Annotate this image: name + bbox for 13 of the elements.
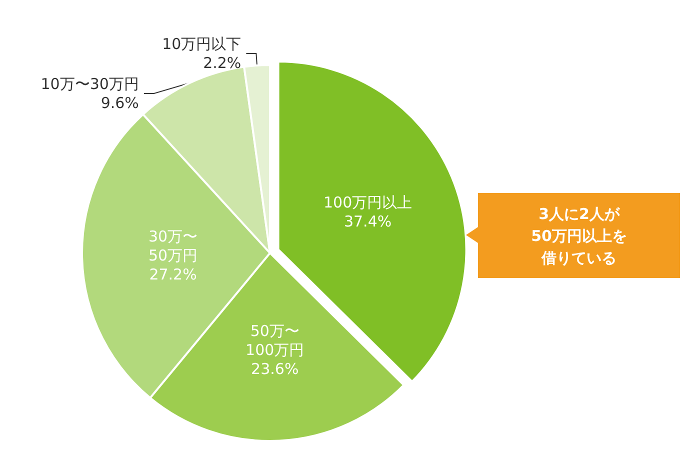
text: 3人に2人が xyxy=(538,204,620,224)
data-label: 2.2% xyxy=(203,54,242,72)
data-label: 27.2% xyxy=(149,265,197,284)
slice-label: 10万〜30万円 xyxy=(40,74,139,93)
slice-label: 50万〜100万円 xyxy=(246,322,304,359)
text: 借りている xyxy=(542,248,616,268)
slice-label: 10万円以下 xyxy=(162,34,242,53)
data-label: 9.6% xyxy=(100,94,139,112)
data-label: 37.4% xyxy=(344,212,392,231)
text: 50万円以上を xyxy=(531,226,627,246)
slice-label: 30万〜50万円 xyxy=(148,227,198,264)
data-label: 23.6% xyxy=(251,360,299,378)
slice-label: 100万円以上 xyxy=(323,194,412,212)
